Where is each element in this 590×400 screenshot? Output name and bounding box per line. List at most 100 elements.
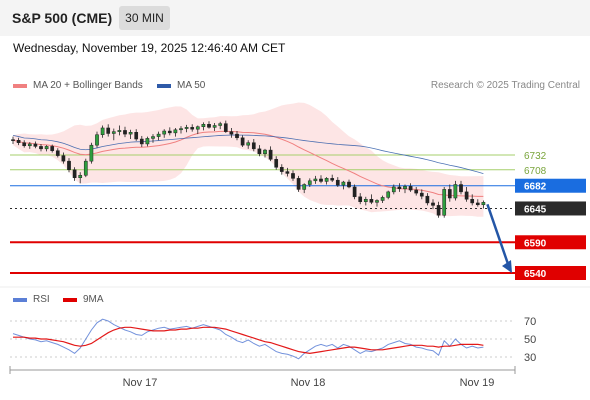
candle-body xyxy=(459,184,463,193)
rsi-tick-70: 70 xyxy=(524,316,536,328)
candle-body xyxy=(352,186,357,198)
legend-rsi: RSI xyxy=(13,294,50,305)
candle-body xyxy=(33,143,38,147)
legend-ma50-swatch xyxy=(157,83,171,88)
candle-body xyxy=(55,150,60,156)
candle-body xyxy=(134,132,139,140)
candle-body xyxy=(22,142,27,147)
candle-body xyxy=(464,191,469,200)
candle-body xyxy=(335,179,340,186)
candle-body xyxy=(296,178,301,190)
candle-body xyxy=(83,160,88,176)
candle-body xyxy=(151,136,155,139)
candle-body xyxy=(268,149,273,160)
level-label-6540: 6540 xyxy=(524,269,547,280)
bollinger-band xyxy=(13,102,484,217)
header-bar: S&P 500 (CME) 30 MIN xyxy=(0,0,590,36)
candle-body xyxy=(408,186,413,191)
candle-body xyxy=(419,192,424,197)
candle-body xyxy=(212,125,217,128)
candle-body xyxy=(475,202,480,206)
candle-body xyxy=(184,127,189,129)
candle-body xyxy=(179,128,183,131)
candle-body xyxy=(397,186,402,190)
candle-body xyxy=(145,138,150,145)
candle-body xyxy=(307,180,312,185)
candle-body xyxy=(470,199,475,204)
candle-body xyxy=(358,196,363,202)
level-box-6590 xyxy=(515,235,586,250)
candle-body xyxy=(341,181,346,186)
candle-body xyxy=(50,146,55,151)
candle-body xyxy=(78,175,83,178)
candle-body xyxy=(285,171,290,174)
level-label-6645: 6645 xyxy=(524,204,547,215)
candle-body xyxy=(251,142,256,150)
candle-body xyxy=(347,181,351,188)
rsi-tick-30: 30 xyxy=(524,352,536,364)
rsi-line xyxy=(12,318,484,360)
candle-body xyxy=(391,186,396,193)
chart-datetime: Wednesday, November 19, 2025 12:46:40 AM… xyxy=(13,41,286,55)
candle-body xyxy=(72,169,77,178)
legend-bb-label: MA 20 + Bollinger Bands xyxy=(33,80,143,91)
candle-body xyxy=(16,140,21,143)
legend-9ma-label: 9MA xyxy=(83,294,104,305)
legend-rsi-label: RSI xyxy=(33,294,50,305)
projection-arrow-line xyxy=(486,203,510,265)
candle-body xyxy=(207,124,211,128)
candle-body xyxy=(403,186,407,190)
candle-body xyxy=(218,123,223,126)
candle-body xyxy=(223,123,228,132)
timeframe-badge[interactable]: 30 MIN xyxy=(119,6,170,30)
level-label-6590: 6590 xyxy=(524,238,547,249)
candle-body xyxy=(240,137,245,146)
candle-body xyxy=(100,127,105,135)
candle-body xyxy=(27,143,32,147)
candle-body xyxy=(67,160,71,170)
candle-body xyxy=(447,189,452,199)
projection-arrow-head xyxy=(502,260,512,273)
candle-body xyxy=(156,133,161,137)
candle-body xyxy=(324,178,329,182)
rsi-tick-50: 50 xyxy=(524,334,536,346)
legend-ma50: MA 50 xyxy=(157,80,205,91)
candle-body xyxy=(319,178,323,182)
candle-body xyxy=(190,127,195,130)
candle-body xyxy=(442,189,447,216)
level-box-6540 xyxy=(515,266,586,280)
x-tick-label: Nov 17 xyxy=(123,377,158,389)
candle-body xyxy=(111,131,116,134)
candle-body xyxy=(375,200,379,203)
level-label-6682: 6682 xyxy=(524,182,547,193)
legend-rsi-swatch xyxy=(13,297,27,302)
candle-body xyxy=(11,139,15,141)
legend-ma50-label: MA 50 xyxy=(177,80,206,91)
candle-body xyxy=(139,138,144,145)
candle-body xyxy=(195,126,200,130)
legend-9ma: 9MA xyxy=(63,294,104,305)
candle-body xyxy=(302,184,307,190)
candle-body xyxy=(128,132,133,135)
candle-body xyxy=(257,148,262,155)
candle-body xyxy=(274,159,279,168)
candle-body xyxy=(279,167,284,172)
legend-9ma-swatch xyxy=(63,297,77,302)
credit-text: Research © 2025 Trading Central xyxy=(430,80,580,91)
candle-body xyxy=(386,191,391,198)
legend-bb: MA 20 + Bollinger Bands xyxy=(13,80,143,91)
candle-body xyxy=(95,134,99,146)
candle-body xyxy=(44,146,49,150)
candle-body xyxy=(201,124,206,127)
candle-body xyxy=(291,173,295,179)
candle-body xyxy=(39,146,43,150)
legend-bb-swatch xyxy=(13,83,27,88)
candle-body xyxy=(173,129,178,134)
candle-body xyxy=(313,178,318,182)
level-label-6708: 6708 xyxy=(524,166,547,177)
candle-body xyxy=(89,144,94,162)
rsi-9ma-line xyxy=(13,326,484,355)
candle-body xyxy=(436,205,441,216)
candle-body xyxy=(229,131,234,135)
